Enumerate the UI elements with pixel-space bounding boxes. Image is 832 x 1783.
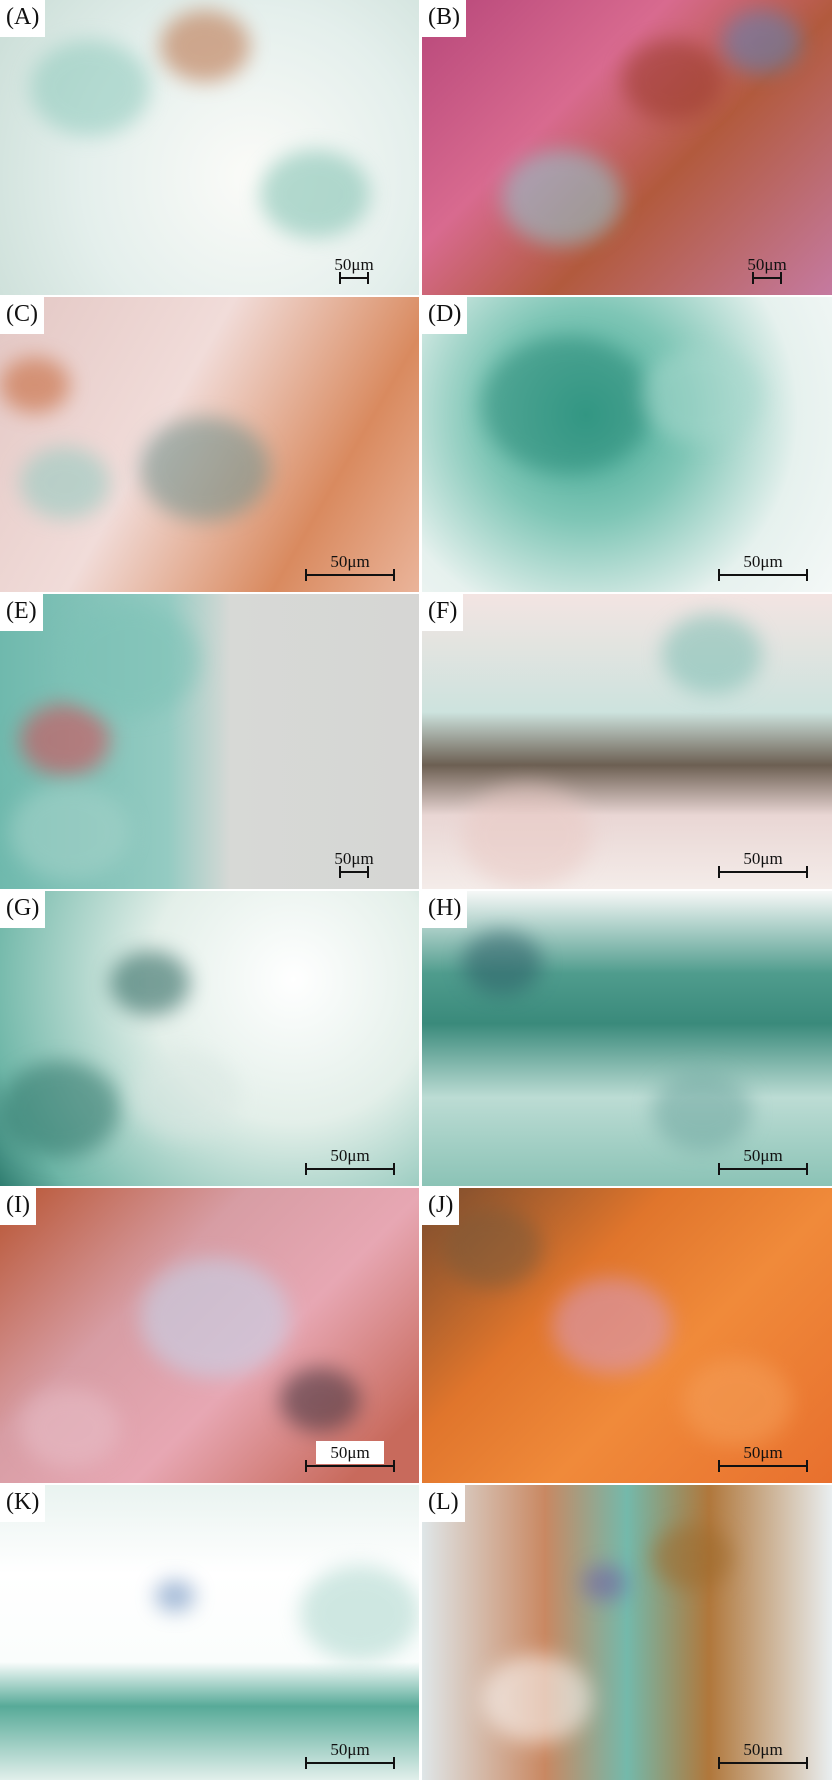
scale-line [718, 1163, 808, 1175]
scale-line [305, 569, 395, 581]
panel-label: (H) [422, 891, 468, 928]
panel-label: (D) [422, 297, 468, 334]
scale-line [305, 1757, 395, 1769]
tissue-region [582, 1565, 627, 1601]
panel-label: (F) [422, 594, 464, 631]
tissue-region [662, 614, 762, 694]
scale-label: 50μm [316, 1441, 384, 1464]
tissue-region [0, 1061, 120, 1157]
scale-line [718, 569, 808, 581]
tissue-region [20, 447, 110, 519]
micrograph-panel: (L) 50μm [422, 1485, 832, 1780]
tissue-region [280, 1368, 360, 1432]
tissue-region [0, 357, 70, 413]
micrograph-panel: (D) 50μm [422, 297, 832, 592]
scale-bar: 50μm [295, 1441, 405, 1472]
tissue-region [155, 1580, 195, 1612]
panel-label: (L) [422, 1485, 465, 1522]
panel-label: (A) [0, 0, 46, 37]
micrograph-panel: (H) 50μm [422, 891, 832, 1186]
scale-label: 50μm [330, 1146, 370, 1165]
scale-bar: 50μm [708, 849, 818, 878]
micrograph-panel: (G) 50μm [0, 891, 419, 1186]
tissue-region [140, 417, 270, 521]
scale-label: 50μm [743, 552, 783, 571]
tissue-region [10, 784, 130, 880]
panel-label: (J) [422, 1188, 460, 1225]
scale-line [339, 866, 369, 878]
panel-label: (I) [0, 1188, 36, 1225]
scale-label: 50μm [334, 255, 374, 274]
micrograph-panel: (B) 50μm [422, 0, 832, 295]
tissue-region [642, 347, 762, 443]
tissue-region [502, 150, 622, 246]
tissue-region [20, 704, 110, 776]
scale-label: 50μm [330, 552, 370, 571]
scale-bar: 50μm [329, 255, 379, 284]
scale-label: 50μm [330, 1740, 370, 1759]
tissue-region [482, 337, 652, 473]
scale-line [718, 1757, 808, 1769]
scale-bar: 50μm [708, 1443, 818, 1472]
tissue-region [552, 1278, 672, 1374]
scale-line [752, 272, 782, 284]
scale-bar: 50μm [708, 1740, 818, 1769]
micrograph-panel: (F) 50μm [422, 594, 832, 889]
scale-label: 50μm [747, 255, 787, 274]
scale-label: 50μm [743, 1740, 783, 1759]
panel-label: (K) [0, 1485, 46, 1522]
micrograph-panel: (E) 50μm [0, 594, 419, 889]
tissue-region [622, 40, 722, 120]
tissue-region [482, 1655, 592, 1743]
panel-label: (E) [0, 594, 43, 631]
tissue-region [30, 40, 150, 136]
micrograph-panel: (J) 50μm [422, 1188, 832, 1483]
tissue-region [462, 931, 542, 995]
micrograph-panel: (C) 50μm [0, 297, 419, 592]
scale-bar: 50μm [329, 849, 379, 878]
scale-bar: 50μm [708, 552, 818, 581]
scale-bar: 50μm [295, 1146, 405, 1175]
scale-line [305, 1163, 395, 1175]
scale-bar: 50μm [295, 552, 405, 581]
scale-label: 50μm [743, 1443, 783, 1462]
scale-bar: 50μm [742, 255, 792, 284]
scale-bar: 50μm [708, 1146, 818, 1175]
scale-label: 50μm [743, 849, 783, 868]
micrograph-panel: (A) 50μm [0, 0, 419, 295]
scale-label: 50μm [743, 1146, 783, 1165]
panel-label: (B) [422, 0, 466, 37]
scale-line [305, 1460, 395, 1472]
scale-line [339, 272, 369, 284]
tissue-region [462, 784, 592, 888]
micrograph-panel: (I) 50μm [0, 1188, 419, 1483]
tissue-region [140, 1258, 290, 1378]
micrograph-panel: (K) 50μm [0, 1485, 419, 1780]
scale-bar: 50μm [295, 1740, 405, 1769]
tissue-region [20, 1388, 120, 1468]
tissue-region [300, 1565, 419, 1661]
scale-label: 50μm [334, 849, 374, 868]
tissue-region [652, 1525, 732, 1589]
tissue-region [722, 10, 802, 74]
scale-line [718, 866, 808, 878]
tissue-region [682, 1358, 792, 1446]
panel-label: (G) [0, 891, 46, 928]
tissue-region [160, 10, 250, 82]
tissue-region [130, 1051, 240, 1139]
tissue-region [110, 951, 190, 1015]
tissue-region [652, 1071, 752, 1151]
tissue-region [260, 150, 370, 238]
scale-line [718, 1460, 808, 1472]
tissue-region [60, 604, 200, 716]
panel-label: (C) [0, 297, 44, 334]
